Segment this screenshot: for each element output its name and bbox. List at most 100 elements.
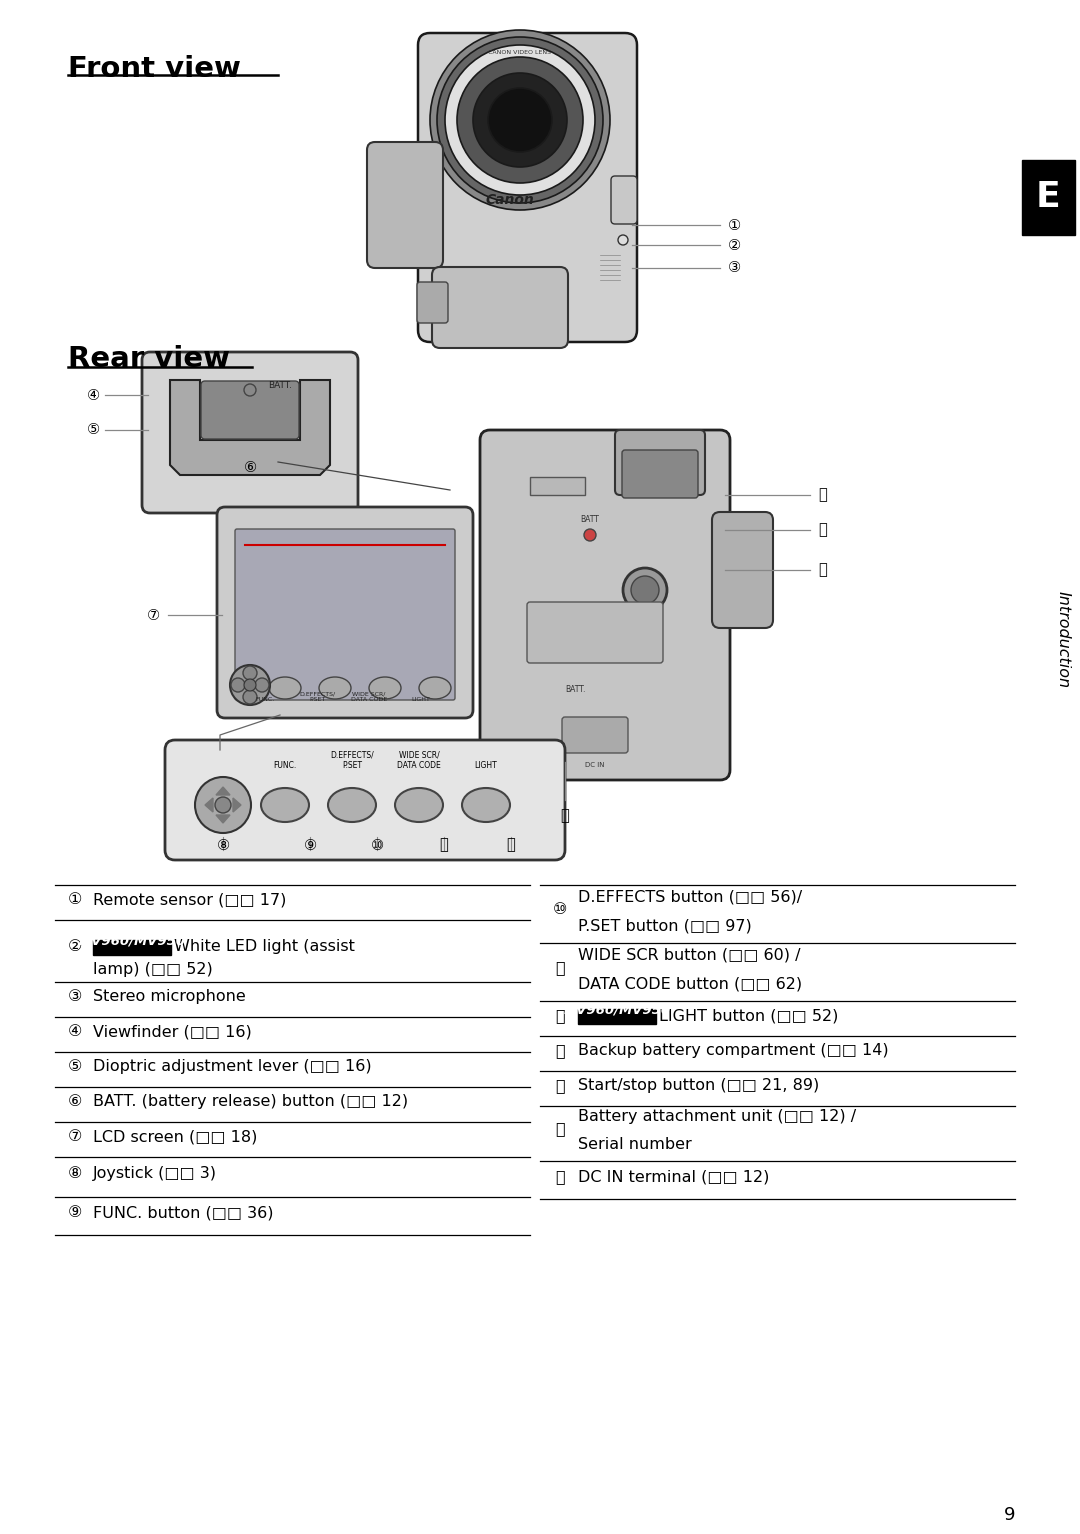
Polygon shape [233,798,241,811]
Text: BATT.: BATT. [268,380,292,390]
Text: Canon: Canon [486,193,535,207]
Text: MV960/MV950: MV960/MV950 [79,934,186,946]
Text: ①: ① [68,893,82,907]
Text: LIGHT: LIGHT [474,761,498,770]
Text: 9: 9 [1004,1506,1016,1523]
Text: ④: ④ [86,388,100,402]
Text: DATA CODE button (□□ 62): DATA CODE button (□□ 62) [578,976,802,991]
Text: LCD screen (□□ 18): LCD screen (□□ 18) [93,1129,257,1144]
Circle shape [623,568,667,612]
Circle shape [215,798,231,813]
Text: P.SET button (□□ 97): P.SET button (□□ 97) [578,919,752,933]
Text: DC IN terminal (□□ 12): DC IN terminal (□□ 12) [578,1169,769,1184]
Ellipse shape [269,676,301,700]
Text: D.EFFECTS/
P.SET: D.EFFECTS/ P.SET [299,692,335,703]
Text: BATT.: BATT. [565,686,585,695]
Bar [93,939,171,954]
FancyBboxPatch shape [418,34,637,342]
Text: ②: ② [68,939,82,954]
FancyBboxPatch shape [712,512,773,627]
FancyBboxPatch shape [217,508,473,718]
Circle shape [243,690,257,704]
Text: D.EFFECTS/
P.SET: D.EFFECTS/ P.SET [330,750,374,770]
Ellipse shape [462,788,510,822]
Text: FUNC.: FUNC. [255,696,274,703]
Circle shape [231,678,245,692]
Text: Joystick (□□ 3): Joystick (□□ 3) [93,1166,217,1181]
Text: ⑨: ⑨ [68,1206,82,1221]
Text: ⑨: ⑨ [303,838,316,853]
Text: ⑮: ⑮ [555,1121,565,1137]
Text: ③: ③ [68,989,82,1005]
Text: ⑯: ⑯ [561,808,569,824]
Text: White LED light (assist: White LED light (assist [174,939,355,954]
Circle shape [430,31,610,210]
Text: ⑬: ⑬ [818,488,827,503]
Text: ⑪: ⑪ [440,838,448,853]
Text: Introduction: Introduction [1055,592,1070,689]
Text: FUNC. button (□□ 36): FUNC. button (□□ 36) [93,1206,273,1221]
Text: Dioptric adjustment lever (□□ 16): Dioptric adjustment lever (□□ 16) [93,1058,372,1074]
Text: Battery attachment unit (□□ 12) /: Battery attachment unit (□□ 12) / [578,1109,856,1124]
Circle shape [255,678,269,692]
Text: LIGHT: LIGHT [411,696,431,703]
Text: Viewfinder (□□ 16): Viewfinder (□□ 16) [93,1025,252,1039]
FancyBboxPatch shape [417,282,448,324]
Circle shape [437,37,603,202]
Text: ⑧: ⑧ [216,838,230,853]
Text: ①: ① [728,218,741,233]
Text: ④: ④ [68,1025,82,1039]
Circle shape [488,87,552,152]
Text: lamp) (□□ 52): lamp) (□□ 52) [93,962,213,977]
Text: ⑩: ⑩ [370,838,383,853]
Polygon shape [216,815,230,824]
Text: ⑤: ⑤ [68,1058,82,1074]
Circle shape [195,778,251,833]
FancyBboxPatch shape [235,529,455,700]
Text: ⑮: ⑮ [818,563,827,577]
FancyBboxPatch shape [562,716,627,753]
Ellipse shape [261,788,309,822]
Ellipse shape [319,676,351,700]
Polygon shape [170,380,330,476]
Text: BATT. (battery release) button (□□ 12): BATT. (battery release) button (□□ 12) [93,1094,408,1109]
Ellipse shape [395,788,443,822]
FancyBboxPatch shape [432,267,568,348]
Bar [530,477,585,495]
Text: DC IN: DC IN [585,762,605,769]
Circle shape [445,44,595,195]
FancyBboxPatch shape [141,351,357,512]
Text: ⑯: ⑯ [555,1169,565,1184]
Text: D.EFFECTS button (□□ 56)/: D.EFFECTS button (□□ 56)/ [578,890,802,904]
FancyBboxPatch shape [367,143,443,268]
Text: Start/stop button (□□ 21, 89): Start/stop button (□□ 21, 89) [578,1078,820,1094]
FancyBboxPatch shape [201,380,299,439]
Text: ⑪: ⑪ [555,960,565,976]
Circle shape [230,666,270,706]
Text: MV960/MV950: MV960/MV950 [564,1003,671,1017]
Circle shape [457,57,583,183]
Polygon shape [205,798,213,811]
Text: LIGHT button (□□ 52): LIGHT button (□□ 52) [659,1008,838,1023]
Text: Serial number: Serial number [578,1137,692,1152]
Text: ⑦: ⑦ [68,1129,82,1144]
Circle shape [243,666,257,680]
Circle shape [584,529,596,542]
FancyBboxPatch shape [480,430,730,779]
Circle shape [618,235,627,245]
Circle shape [473,74,567,167]
Text: ⑧: ⑧ [68,1166,82,1181]
Text: FUNC.: FUNC. [273,761,297,770]
Text: WIDE SCR button (□□ 60) /: WIDE SCR button (□□ 60) / [578,946,800,962]
Circle shape [244,680,256,690]
Polygon shape [216,787,230,795]
Ellipse shape [328,788,376,822]
FancyBboxPatch shape [527,601,663,663]
FancyBboxPatch shape [611,176,637,224]
FancyBboxPatch shape [622,449,698,499]
Text: BATT: BATT [581,515,599,525]
FancyBboxPatch shape [615,430,705,495]
Circle shape [631,575,659,604]
FancyBboxPatch shape [165,739,565,861]
Text: Stereo microphone: Stereo microphone [93,989,246,1005]
